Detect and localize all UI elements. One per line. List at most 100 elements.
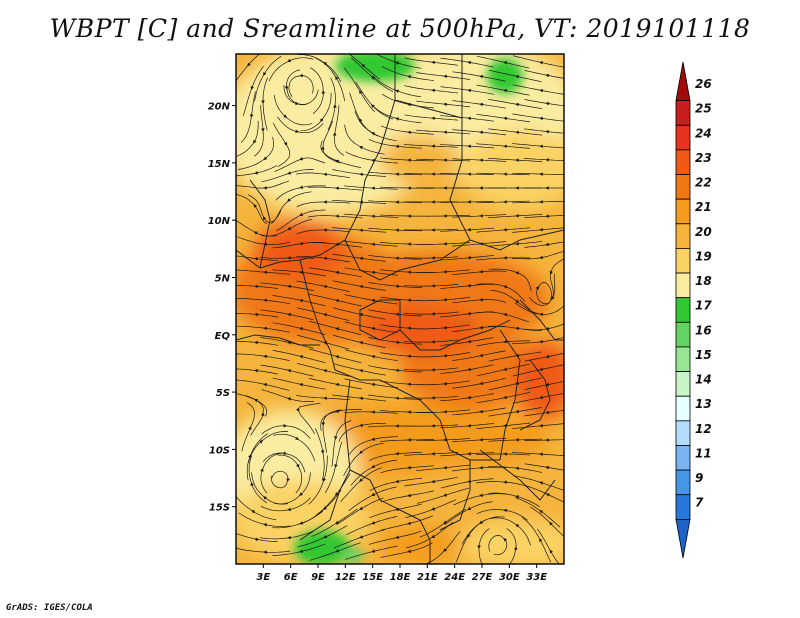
streamline-arrow	[321, 90, 326, 94]
streamline	[488, 407, 542, 417]
lon-tick-label: 24E	[444, 572, 465, 583]
lat-tick-label: 10N	[208, 216, 231, 227]
colorbar-label: 25	[695, 102, 712, 116]
streamline-arrow	[467, 116, 471, 121]
streamline	[452, 466, 507, 472]
streamline-arrow	[395, 117, 400, 121]
streamline-arrow	[503, 172, 507, 176]
streamline	[452, 299, 506, 304]
streamline	[260, 337, 314, 349]
streamline-arrow	[467, 228, 471, 232]
streamline	[368, 139, 423, 149]
colorbar-segment	[675, 445, 691, 471]
streamline-arrow	[322, 478, 326, 482]
streamline	[296, 363, 350, 377]
streamline-arrow	[503, 61, 508, 65]
lon-tick-label: 18E	[390, 572, 411, 583]
streamline-arrow	[503, 144, 507, 149]
streamline-arrow	[515, 75, 520, 79]
lat-tick-label: 15S	[209, 503, 230, 514]
streamline	[476, 113, 530, 123]
colorbar-segment	[675, 100, 691, 126]
lat-tick-label: 10S	[209, 445, 230, 456]
streamline	[240, 91, 256, 143]
streamline-arrow	[539, 481, 544, 485]
streamline-arrow	[335, 76, 339, 80]
streamline	[476, 422, 531, 430]
streamline-arrow	[395, 451, 399, 456]
streamline-arrow	[479, 409, 483, 414]
streamline-arrow	[479, 102, 483, 107]
streamline-arrow	[539, 61, 544, 65]
streamline	[380, 157, 435, 162]
streamline-arrow	[479, 353, 484, 358]
streamline-arrow	[431, 60, 435, 65]
streamline-arrow	[395, 368, 399, 373]
streamline	[236, 120, 259, 157]
streamline	[345, 151, 398, 164]
lat-tick-label: 5S	[216, 388, 230, 399]
streamline	[452, 214, 507, 218]
streamline-arrow	[443, 381, 447, 386]
streamline-arrow	[407, 326, 411, 331]
streamline-arrow	[443, 270, 447, 274]
streamline	[536, 281, 552, 305]
streamline-arrow	[371, 242, 375, 247]
streamline-arrow	[263, 523, 268, 527]
streamline	[440, 423, 495, 429]
streamline	[440, 86, 494, 95]
streamline	[490, 289, 539, 315]
streamline-arrow	[299, 492, 303, 496]
streamline-arrow	[431, 340, 435, 344]
streamline-arrow	[443, 130, 447, 134]
streamline	[512, 227, 564, 233]
streamline	[440, 452, 495, 457]
streamline-arrow	[545, 242, 550, 247]
streamline	[344, 124, 385, 155]
streamline	[488, 158, 543, 162]
lat-tick-label: 20N	[208, 102, 231, 113]
streamline-arrow	[359, 146, 364, 150]
streamline	[296, 172, 350, 178]
streamline-arrow	[515, 381, 520, 385]
streamline	[452, 100, 506, 109]
streamline	[476, 311, 530, 323]
streamline	[260, 497, 311, 512]
streamline-arrow	[443, 438, 447, 442]
streamline-arrow	[503, 508, 507, 513]
streamline-arrow	[479, 158, 483, 162]
streamline	[404, 452, 459, 456]
streamline-arrow	[250, 482, 254, 486]
streamline-arrow	[431, 534, 436, 538]
streamline-arrow	[335, 383, 340, 387]
streamline	[512, 423, 564, 429]
streamline	[288, 75, 314, 97]
streamline	[512, 84, 564, 95]
streamline	[248, 431, 289, 463]
streamline	[416, 324, 470, 330]
streamline	[416, 129, 471, 135]
streamline-arrow	[395, 535, 400, 539]
streamline-arrow	[503, 285, 508, 289]
streamline-arrow	[299, 212, 304, 216]
streamline	[514, 302, 564, 315]
streamline	[417, 487, 470, 504]
streamline-arrow	[321, 422, 326, 426]
streamline	[238, 136, 274, 170]
streamline	[300, 92, 332, 132]
streamline-arrow	[287, 198, 291, 202]
streamline	[489, 517, 532, 546]
streamline-arrow	[539, 255, 543, 260]
streamline-arrow	[479, 241, 483, 246]
colorbar-segment	[675, 198, 691, 225]
streamline	[444, 501, 493, 526]
streamline-arrow	[261, 128, 265, 132]
streamline-arrow	[263, 298, 267, 303]
streamline-arrow	[283, 114, 288, 118]
streamline-arrow	[323, 369, 328, 373]
streamline-arrow	[407, 354, 411, 359]
streamline	[453, 493, 506, 506]
streamline	[315, 57, 345, 102]
streamline-arrow	[515, 241, 519, 246]
streamline-arrow	[395, 507, 400, 511]
